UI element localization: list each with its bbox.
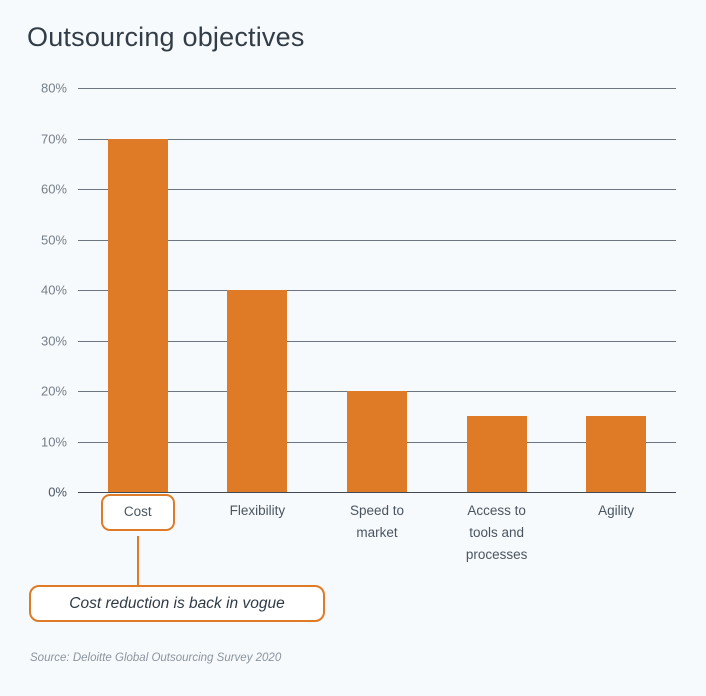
callout-connector-line xyxy=(137,536,139,585)
x-axis-label-line: Flexibility xyxy=(229,503,286,518)
x-axis-label-line: processes xyxy=(465,547,528,562)
bar xyxy=(347,391,407,492)
gridline-60pct: 60% xyxy=(41,182,676,197)
gridline-80pct: 80% xyxy=(41,81,676,96)
source-note: Source: Deloitte Global Outsourcing Surv… xyxy=(30,652,282,664)
bar xyxy=(466,416,527,492)
y-axis-tick-label: 40% xyxy=(40,282,67,298)
page-title: Outsourcing objectives xyxy=(27,22,305,52)
x-axis-label-agility: Agility xyxy=(556,500,676,522)
gridline-0pct: 0% xyxy=(48,485,676,500)
x-axis-label-line: Access to xyxy=(467,503,526,518)
gridline-30pct: 30% xyxy=(41,333,676,348)
x-axis-label-line: market xyxy=(356,525,398,540)
callout-box: Cost reduction is back in vogue xyxy=(29,585,325,622)
y-axis-tick-label: 70% xyxy=(40,131,67,146)
gridline-50pct: 50% xyxy=(41,232,676,247)
bar xyxy=(586,416,647,492)
y-axis-tick-label: 50% xyxy=(40,232,67,247)
x-axis-label-access-to-tools-and-processes: Access to tools and processes xyxy=(437,500,557,566)
y-axis-tick-label: 80% xyxy=(40,80,67,96)
bar xyxy=(227,290,288,492)
y-axis-tick-label: 60% xyxy=(40,181,67,197)
x-axis-label-cost[interactable]: Cost xyxy=(100,494,175,531)
gridline-40pct: 40% xyxy=(41,283,676,298)
x-axis-label-group: Cost Flexibility Speed to market Access to to… xyxy=(78,494,676,590)
x-axis-label-flexibility: Flexibility xyxy=(197,500,317,522)
bar xyxy=(107,138,168,492)
y-axis-tick-label: 20% xyxy=(40,383,67,399)
x-axis-label-line: tools and xyxy=(469,525,524,540)
gridline-70pct: 70% xyxy=(41,131,676,146)
x-axis-label-speed-to-market: Speed to market xyxy=(317,500,437,544)
callout-text: Cost reduction is back in vogue xyxy=(69,594,285,612)
y-axis-tick-label: 30% xyxy=(40,333,67,348)
x-axis-label-line: Speed to xyxy=(349,503,405,518)
y-axis-tick-label: 0% xyxy=(48,484,67,500)
x-axis-label-line: Agility xyxy=(598,503,635,518)
chart-plot-area: 80% 70% 60% 50% 40% 30% 20% 10% 0% xyxy=(41,81,676,500)
y-axis-tick-label: 10% xyxy=(40,434,67,449)
